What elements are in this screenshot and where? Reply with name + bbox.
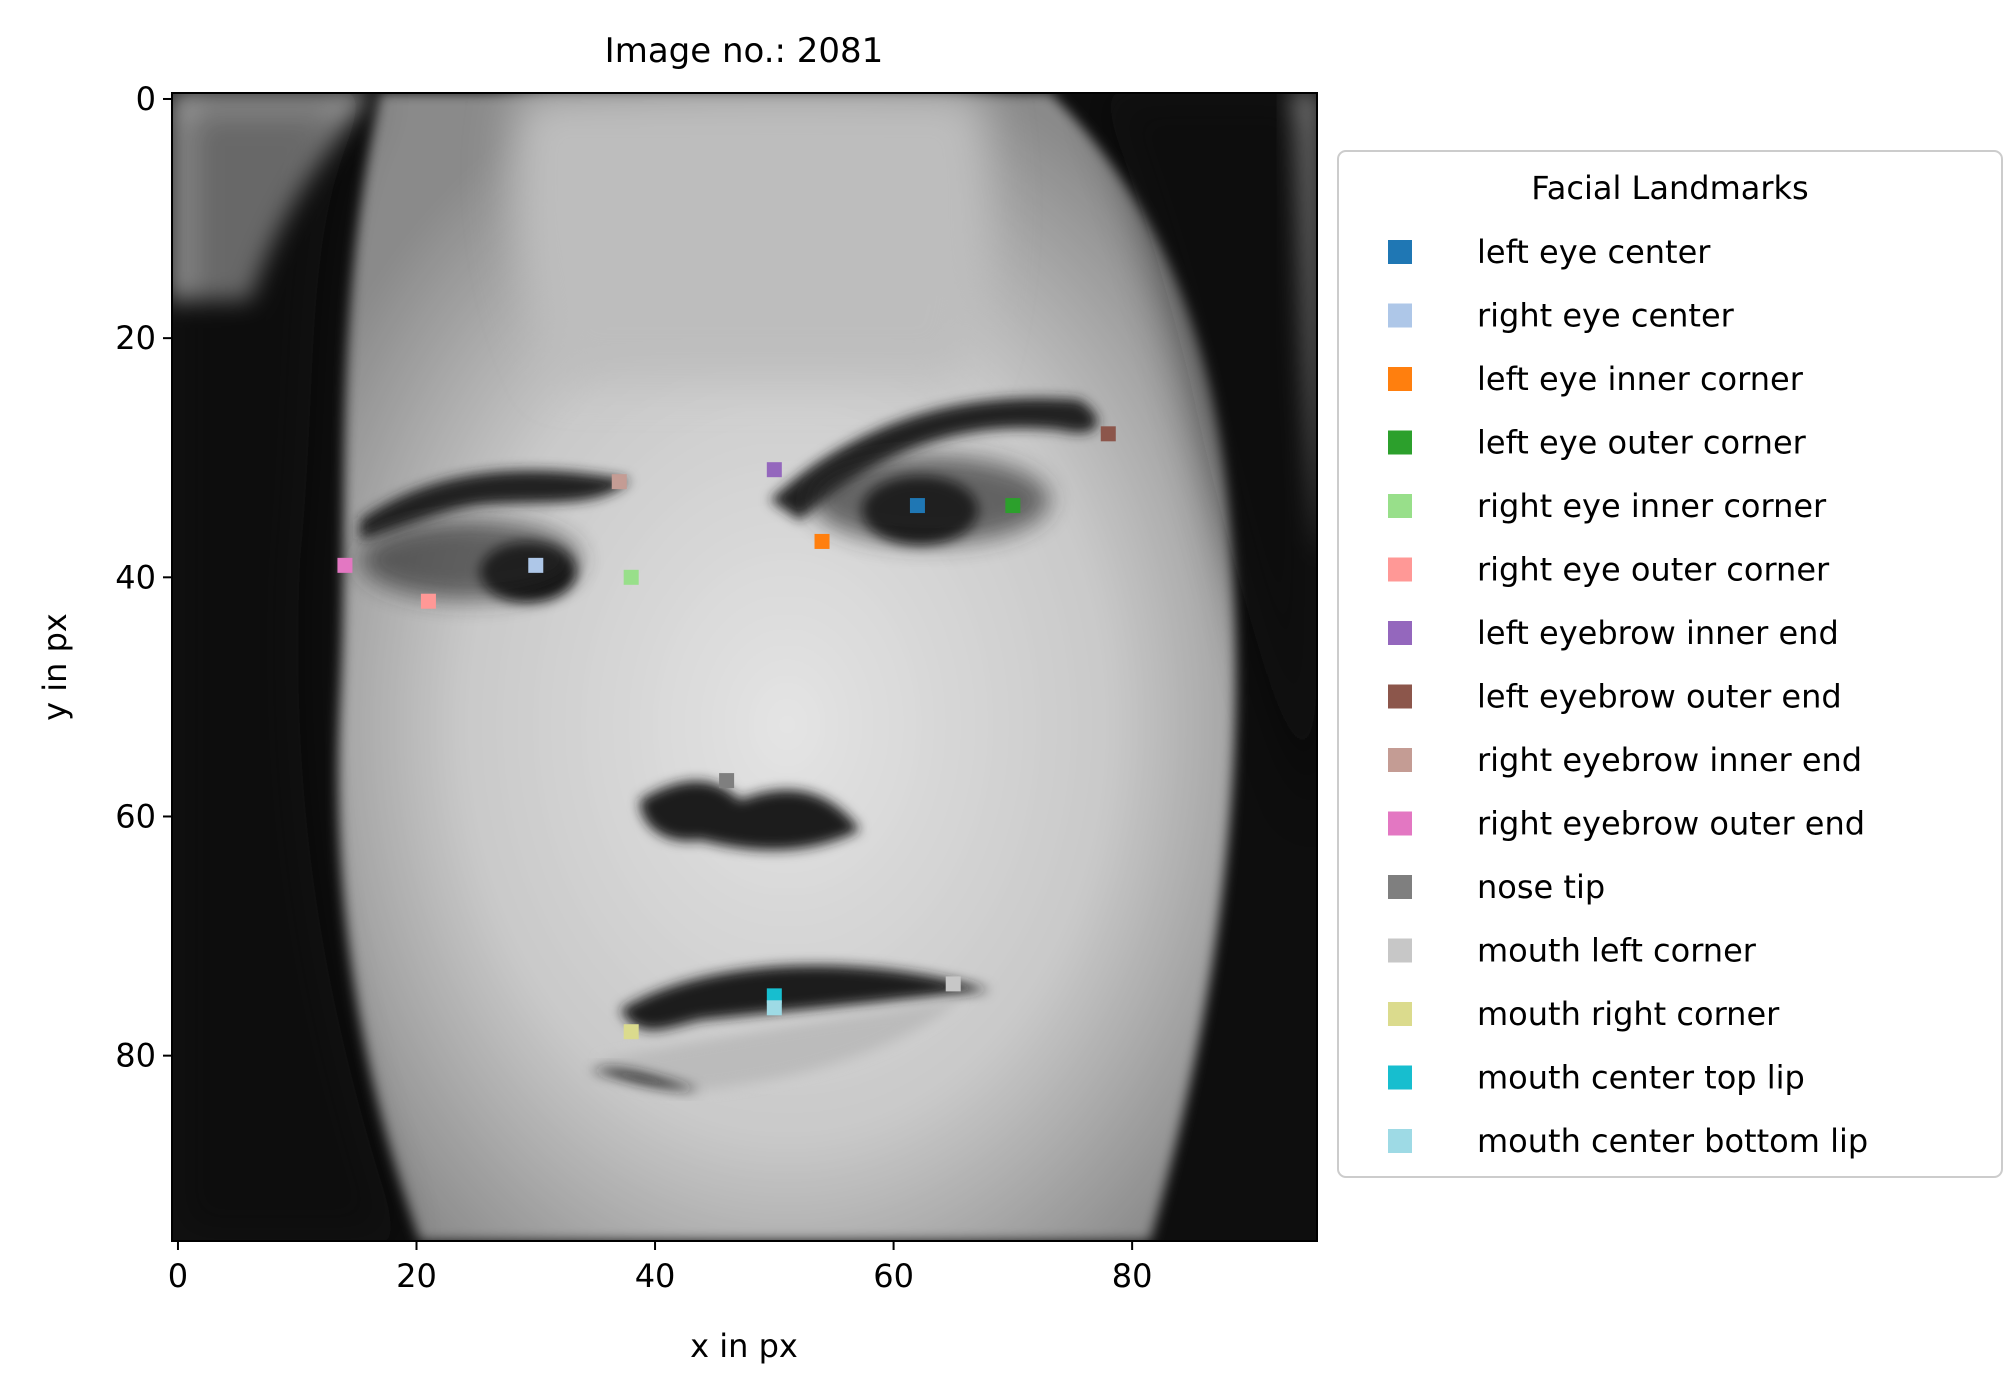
y-axis-label: y in px (36, 613, 74, 721)
legend-swatch-right-eyebrow-inner-end (1388, 748, 1412, 772)
legend-swatch-left-eye-center (1388, 240, 1412, 264)
legend-label-right-eyebrow-inner-end: right eyebrow inner end (1477, 741, 1862, 779)
marker-left-eyebrow-inner-end (767, 462, 782, 477)
legend-label-mouth-right-corner: mouth right corner (1477, 995, 1780, 1033)
legend-swatch-right-eyebrow-outer-end (1388, 812, 1412, 836)
marker-right-eyebrow-outer-end (337, 558, 352, 573)
legend-swatch-right-eye-outer-corner (1388, 558, 1412, 582)
marker-right-eye-outer-corner (421, 594, 436, 609)
legend-label-mouth-center-top-lip: mouth center top lip (1477, 1059, 1805, 1097)
marker-right-eye-inner-corner (624, 570, 639, 585)
face-photo (172, 93, 1317, 1241)
x-tick-label-40: 40 (635, 1257, 676, 1295)
x-tick-label-80: 80 (1112, 1257, 1153, 1295)
chart-title: Image no.: 2081 (605, 31, 884, 71)
legend-label-nose-tip: nose tip (1477, 868, 1605, 906)
legend-swatch-right-eye-center (1388, 304, 1412, 328)
legend-label-left-eyebrow-inner-end: left eyebrow inner end (1477, 614, 1839, 652)
legend-swatch-mouth-right-corner (1388, 1002, 1412, 1026)
legend-title: Facial Landmarks (1531, 169, 1808, 207)
x-tick-label-60: 60 (873, 1257, 914, 1295)
legend-swatch-mouth-center-top-lip (1388, 1066, 1412, 1090)
x-tick-label-20: 20 (396, 1257, 437, 1295)
legend-swatch-right-eye-inner-corner (1388, 494, 1412, 518)
legend-label-left-eye-center: left eye center (1477, 233, 1711, 271)
legend-label-mouth-left-corner: mouth left corner (1477, 932, 1757, 970)
marker-left-eye-inner-corner (815, 534, 830, 549)
marker-nose-tip (719, 773, 734, 788)
marker-right-eye-center (528, 558, 543, 573)
legend-swatch-nose-tip (1388, 875, 1412, 899)
legend-swatch-left-eye-inner-corner (1388, 367, 1412, 391)
y-tick-label-0: 0 (136, 80, 156, 118)
marker-left-eyebrow-outer-end (1101, 426, 1116, 441)
marker-mouth-right-corner (624, 1024, 639, 1039)
marker-right-eyebrow-inner-end (612, 474, 627, 489)
legend-label-right-eye-inner-corner: right eye inner corner (1477, 487, 1827, 525)
legend-label-right-eye-outer-corner: right eye outer corner (1477, 551, 1830, 589)
legend-label-right-eyebrow-outer-end: right eyebrow outer end (1477, 805, 1865, 843)
legend-swatch-left-eyebrow-outer-end (1388, 685, 1412, 709)
y-tick-label-80: 80 (115, 1037, 156, 1075)
x-axis-ticks: 0 20 40 60 80 (168, 1241, 1153, 1295)
y-tick-label-60: 60 (115, 797, 156, 835)
legend-swatch-left-eye-outer-corner (1388, 431, 1412, 455)
marker-left-eye-outer-corner (1005, 498, 1020, 513)
legend-swatch-mouth-left-corner (1388, 939, 1412, 963)
legend-swatch-mouth-center-bottom-lip (1388, 1129, 1412, 1153)
y-axis-ticks: 0 20 40 60 80 (115, 80, 172, 1075)
y-tick-label-40: 40 (115, 558, 156, 596)
marker-left-eye-center (910, 498, 925, 513)
legend-label-left-eye-inner-corner: left eye inner corner (1477, 360, 1804, 398)
marker-mouth-center-bottom-lip (767, 1000, 782, 1015)
legend: Facial Landmarks left eye center right ey… (1338, 151, 2002, 1177)
y-tick-label-20: 20 (115, 319, 156, 357)
legend-swatch-left-eyebrow-inner-end (1388, 621, 1412, 645)
legend-label-left-eye-outer-corner: left eye outer corner (1477, 424, 1807, 462)
legend-label-left-eyebrow-outer-end: left eyebrow outer end (1477, 678, 1842, 716)
x-tick-label-0: 0 (168, 1257, 188, 1295)
legend-label-mouth-center-bottom-lip: mouth center bottom lip (1477, 1122, 1868, 1160)
x-axis-label: x in px (690, 1327, 798, 1365)
legend-label-right-eye-center: right eye center (1477, 297, 1735, 335)
marker-mouth-left-corner (946, 976, 961, 991)
